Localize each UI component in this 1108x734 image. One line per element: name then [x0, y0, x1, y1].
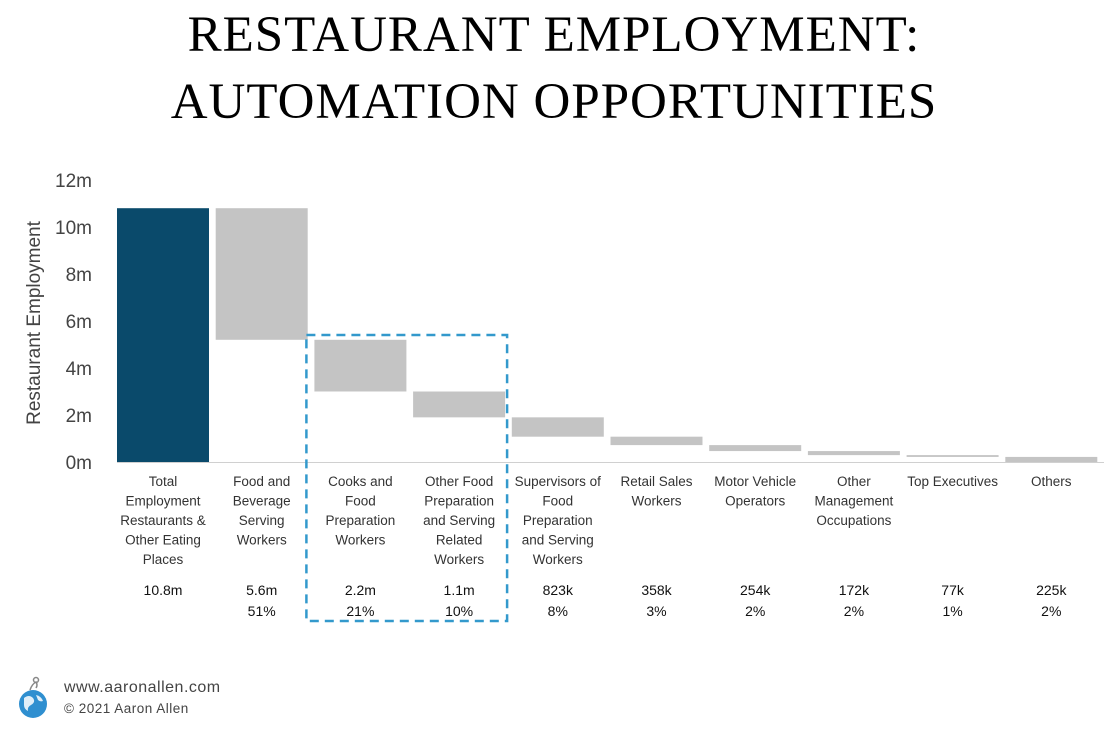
percent-label: 1%: [942, 603, 962, 619]
highlight-group: [305, 333, 509, 623]
percent-label: 2%: [844, 603, 864, 619]
category-label: Top Executives: [907, 474, 998, 489]
value-labels: 10.8m 5.6m 51% 2.2m 21% 1.1m 10% 823k 8% 358k 3% 25…: [144, 582, 1068, 619]
value-label: 5.6m: [246, 582, 277, 598]
value-label: 2.2m: [345, 582, 376, 598]
highlight-box: [305, 333, 509, 623]
y-axis-label: Restaurant Employment: [24, 220, 45, 425]
category-label: Other Food Preparation and Serving Related W…: [423, 474, 495, 567]
y-tick-label: 6m: [66, 312, 92, 333]
percent-label: 51%: [248, 603, 276, 619]
y-tick-label: 0m: [66, 453, 92, 474]
waterfall-bar: [906, 455, 999, 457]
waterfall-bar: [314, 339, 407, 392]
waterfall-bar: [610, 436, 703, 446]
waterfall-bar: [215, 208, 308, 340]
waterfall-bar: [807, 451, 900, 456]
value-label: 1.1m: [444, 582, 475, 598]
value-label: 225k: [1036, 582, 1067, 598]
percent-label: 3%: [646, 603, 666, 619]
y-tick-label: 12m: [55, 171, 92, 192]
waterfall-chart: 0m 2m 4m 6m 8m 10m 12m Restaurant Employment To…: [24, 171, 1104, 623]
total-bar: [117, 208, 209, 462]
category-label: Total Employment Restaurants & Other Eating…: [120, 474, 206, 567]
value-label: 172k: [839, 582, 870, 598]
value-label: 254k: [740, 582, 771, 598]
waterfall-bar: [413, 391, 506, 418]
globe-logo-icon: [19, 676, 47, 718]
waterfall-bar: [511, 417, 604, 437]
waterfall-bar: [709, 445, 802, 452]
category-label: Supervisors of Food Preparation and Serving…: [515, 474, 602, 567]
category-label: Cooks and Food Preparation Workers: [326, 474, 396, 548]
percent-label: 10%: [445, 603, 473, 619]
category-label: Retail Sales Workers: [620, 474, 692, 509]
percent-label: 8%: [548, 603, 568, 619]
category-label: Food and Beverage Serving Workers: [233, 474, 291, 548]
chart-bars: [117, 208, 1098, 462]
value-label: 823k: [543, 582, 574, 598]
y-tick-label: 2m: [66, 406, 92, 427]
footer-url[interactable]: www.aaronallen.com: [64, 679, 221, 696]
category-label: Others: [1031, 474, 1072, 489]
percent-label: 2%: [745, 603, 765, 619]
y-tick-label: 10m: [55, 218, 92, 239]
y-tick-label: 4m: [66, 359, 92, 380]
category-label: Motor Vehicle Operators: [714, 474, 796, 509]
chart-title-line-2: AUTOMATION OPPORTUNITIES: [170, 74, 938, 130]
percent-label: 2%: [1041, 603, 1061, 619]
category-labels: Total Employment Restaurants & Other Eating…: [120, 474, 1072, 567]
chart-title-line-1: RESTAURANT EMPLOYMENT:: [187, 7, 921, 63]
y-axis: 0m 2m 4m 6m 8m 10m 12m Restaurant Employment: [24, 171, 1104, 474]
waterfall-bar: [1005, 456, 1098, 462]
category-label: Other Management Occupations: [814, 474, 893, 528]
percent-label: 21%: [346, 603, 374, 619]
value-label: 77k: [941, 582, 965, 598]
value-label: 358k: [641, 582, 672, 598]
footer-copyright: © 2021 Aaron Allen: [64, 701, 189, 716]
y-tick-label: 8m: [66, 265, 92, 286]
value-label: 10.8m: [144, 582, 183, 598]
